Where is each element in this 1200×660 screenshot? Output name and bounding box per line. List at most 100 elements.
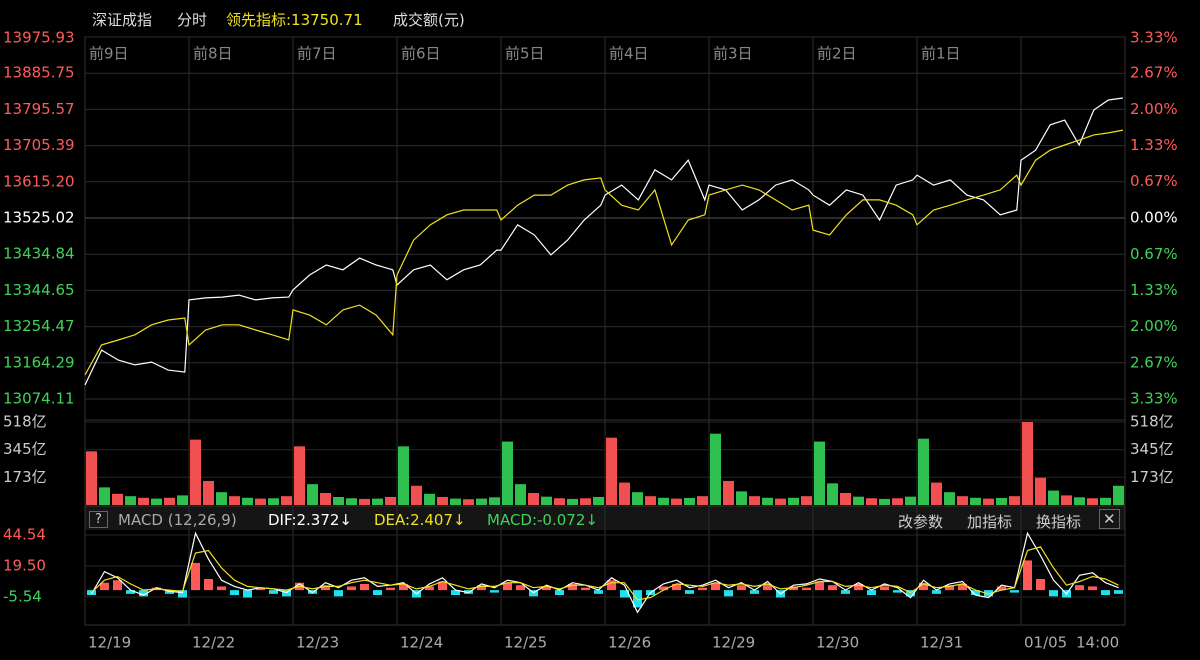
volume-bar xyxy=(229,496,240,505)
macd-bar xyxy=(360,583,369,591)
y2-tick-label: 1.33% xyxy=(1130,281,1178,299)
macd-bar xyxy=(542,586,551,591)
x-tick-label: 12/19 xyxy=(88,634,131,652)
macd-bar xyxy=(243,590,252,598)
volume-bar xyxy=(801,496,812,505)
macd-bar xyxy=(451,590,460,596)
macd-bar xyxy=(763,583,772,591)
volume-bar xyxy=(671,498,682,505)
volume-bar xyxy=(918,438,929,505)
y-tick-label: 13705.39 xyxy=(3,136,75,154)
day-label: 前1日 xyxy=(921,45,961,63)
volume-bar xyxy=(138,497,149,505)
x-tick-label: 12/26 xyxy=(608,634,651,652)
macd-bar xyxy=(854,583,863,591)
volume-bar xyxy=(658,497,669,505)
volume-bar xyxy=(333,496,344,505)
y-tick-label: 13254.47 xyxy=(3,317,75,335)
volume-bar xyxy=(736,491,747,505)
x-tick-label: 12/31 xyxy=(920,634,963,652)
volume-bar xyxy=(931,482,942,505)
help-button[interactable]: ? xyxy=(89,511,108,528)
x-tick-label: 12/25 xyxy=(504,634,547,652)
macd-bar xyxy=(113,580,122,591)
macd-bar xyxy=(620,590,629,598)
add-indicator-button[interactable]: 加指标 xyxy=(967,513,1013,531)
x-tick-label: 12/30 xyxy=(816,634,859,652)
volume-bar xyxy=(489,497,500,505)
macd-bar xyxy=(932,590,941,594)
close-button[interactable]: ✕ xyxy=(1099,509,1120,529)
macd-bar xyxy=(282,590,291,597)
macd-bar xyxy=(698,587,707,591)
volume-bar xyxy=(216,492,227,505)
macd-bar xyxy=(1010,590,1019,593)
day-label: 前7日 xyxy=(297,45,337,63)
macd-bar xyxy=(399,583,408,591)
macd-bar xyxy=(568,583,577,591)
macd-bar xyxy=(659,586,668,591)
index-name: 深证成指 xyxy=(92,11,153,29)
y-tick-label: 13975.93 xyxy=(3,29,75,47)
macd-bar xyxy=(555,590,564,596)
macd-bar xyxy=(477,585,486,591)
macd-bar xyxy=(1088,586,1097,591)
volume-bar xyxy=(905,496,916,505)
volume-bar xyxy=(515,484,526,505)
day-label: 前5日 xyxy=(505,45,545,63)
macd-bar xyxy=(1023,560,1032,591)
mode-tab[interactable]: 分时 xyxy=(177,11,208,29)
volume-bar xyxy=(762,497,773,505)
volume-bar xyxy=(632,492,643,505)
price-line xyxy=(84,129,1124,376)
macd-bar xyxy=(1036,578,1045,591)
y-tick-label: 19.50 xyxy=(3,556,46,574)
volume-bar xyxy=(450,498,461,505)
volume-bar xyxy=(1048,490,1059,505)
volume-bar xyxy=(541,496,552,505)
volume-bar xyxy=(1022,422,1033,505)
volume-bar xyxy=(684,497,695,505)
y-tick-label: 345亿 xyxy=(3,440,47,458)
macd-bar xyxy=(737,585,746,591)
volume-bar xyxy=(1035,477,1046,505)
volume-bar xyxy=(268,498,279,505)
volume-bar xyxy=(294,446,305,505)
volume-bar xyxy=(606,437,617,505)
macd-bar xyxy=(217,586,226,591)
macd-bar xyxy=(945,585,954,591)
macd-bar xyxy=(971,590,980,596)
volume-bar xyxy=(528,492,539,505)
volume-bar xyxy=(203,480,214,505)
macd-bar xyxy=(1114,590,1123,594)
macd-bar xyxy=(139,590,148,597)
y-tick-label: 173亿 xyxy=(3,468,47,486)
volume-bar xyxy=(385,496,396,505)
volume-bar xyxy=(437,496,448,505)
macd-line xyxy=(91,546,1119,601)
x-tick-label: 01/05 xyxy=(1024,634,1067,652)
settings-button[interactable]: 改参数 xyxy=(898,513,944,531)
macd-bar xyxy=(1075,585,1084,591)
macd-bar xyxy=(425,586,434,591)
volume-bar xyxy=(86,451,97,505)
volume-bar xyxy=(619,482,630,505)
volume-bar xyxy=(814,441,825,505)
volume-bar xyxy=(411,485,422,505)
day-label: 前2日 xyxy=(817,45,857,63)
volume-bar xyxy=(164,497,175,505)
volume-bar xyxy=(853,496,864,505)
macd-bar xyxy=(178,590,187,598)
switch-indicator-button[interactable]: 换指标 xyxy=(1036,513,1082,531)
price-line xyxy=(84,97,1123,386)
macd-bar xyxy=(503,582,512,591)
macd-bar xyxy=(633,590,642,608)
macd-bar xyxy=(204,578,213,591)
volume-bar xyxy=(99,487,110,505)
volume-bar xyxy=(892,498,903,505)
macd-bar xyxy=(334,590,343,597)
volume-bar xyxy=(697,496,708,505)
y2-tick-label: 2.00% xyxy=(1130,317,1178,335)
y2-tick-label: 3.33% xyxy=(1130,390,1178,408)
volume-bar xyxy=(723,480,734,505)
